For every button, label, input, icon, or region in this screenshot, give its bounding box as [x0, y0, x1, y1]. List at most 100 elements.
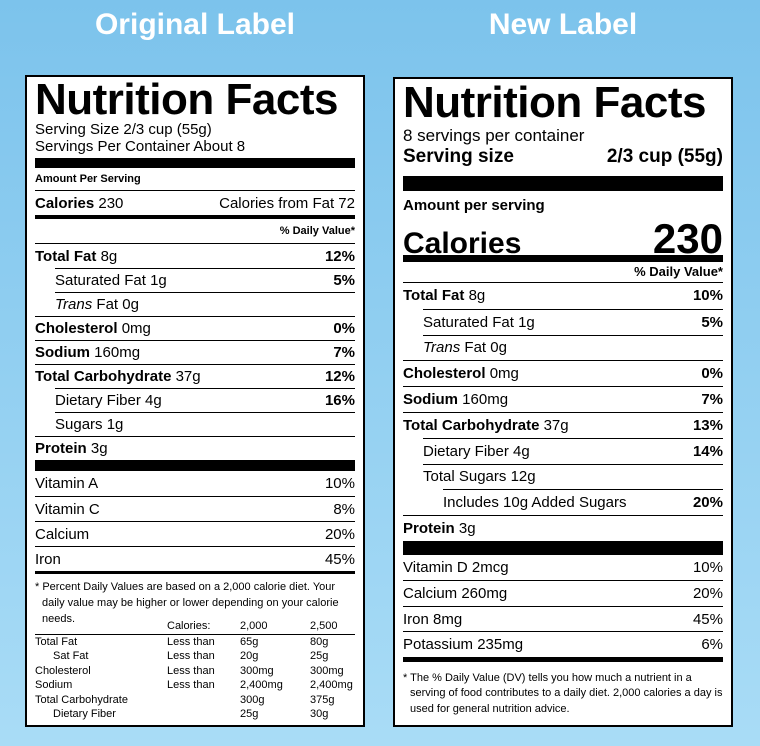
nutrient-name: Trans: [423, 339, 461, 357]
table-value: 300mg: [240, 664, 274, 677]
nutrient-name: Includes 10g Added Sugars: [443, 494, 627, 512]
nutrient-name: Saturated Fat: [55, 272, 146, 289]
rule: [35, 460, 355, 471]
footnote: * Percent Daily Values are based on a 2,…: [35, 581, 339, 625]
table-name: Total Carbohydrate: [35, 693, 128, 706]
table-limit: Less than: [167, 650, 215, 662]
nutrient: Total Fat 8g: [403, 287, 485, 304]
original-label: Nutrition Facts Serving Size 2/3 cup (55…: [25, 75, 365, 727]
nutrient-row: Sugars 1g: [55, 412, 355, 436]
table-value: 2,400mg: [240, 679, 283, 691]
nutrient-row: Protein 3g: [403, 515, 723, 541]
servings: 8 servings per container: [403, 126, 585, 145]
daily-value: 7%: [701, 391, 723, 409]
nutrient: Cholesterol 0mg: [35, 320, 151, 337]
table-header: 2,000: [240, 619, 310, 635]
nutrient: Trans Fat 0g: [423, 339, 507, 356]
daily-value: 20%: [692, 494, 723, 512]
nutrient-amount: 160mg: [462, 391, 509, 409]
daily-value: 10%: [692, 559, 723, 577]
nutrient-row: Sodium 160mg 7%: [35, 340, 355, 364]
daily-value: 10%: [692, 287, 723, 305]
nutrient-row: Total Carbohydrate 37g 13%: [403, 411, 723, 438]
vitamin-name: Iron: [35, 550, 61, 568]
daily-value: 45%: [324, 550, 355, 568]
dv-header: % Daily Value*: [35, 219, 355, 244]
nutrient-amount: 1g: [518, 313, 535, 331]
nutrient-row: Trans Fat 0g: [55, 292, 355, 316]
nutrient: Dietary Fiber 4g: [423, 443, 530, 460]
vitamin-row: Potassium 235mg 6%: [403, 631, 723, 657]
nutrient-name: Protein: [35, 440, 87, 457]
nutrient: Sugars 1g: [55, 416, 123, 433]
daily-value: 13%: [692, 416, 723, 434]
daily-value: 5%: [333, 272, 355, 289]
nutrient-row: Total Fat 8g 12%: [35, 244, 355, 268]
daily-value: 0%: [701, 365, 723, 383]
nutrient-row: Sodium 160mg 7%: [403, 386, 723, 412]
table-value: 25g: [310, 650, 329, 662]
daily-value: 16%: [324, 392, 355, 409]
table-value: 300g: [240, 693, 265, 706]
daily-value: 5%: [701, 313, 723, 331]
vitamin-row: Calcium 20%: [35, 521, 355, 546]
table-name: Cholesterol: [35, 664, 91, 677]
daily-value: 14%: [692, 442, 723, 460]
calories-row: Calories 230: [403, 215, 723, 262]
table-limit: Less than: [167, 635, 215, 648]
nutrient: Total Carbohydrate 37g: [403, 417, 569, 434]
nutrient-row: Protein 3g: [35, 436, 355, 460]
nutrient-row: Cholesterol 0mg 0%: [403, 360, 723, 386]
nutrient-name: Sodium: [403, 391, 458, 409]
nutrient-name: Saturated Fat: [423, 313, 514, 331]
footnote: * The % Daily Value (DV) tells you how m…: [403, 671, 723, 715]
table-name: Sodium: [35, 679, 73, 691]
new-label: Nutrition Facts 8 servings per container…: [393, 77, 733, 727]
nutrient: Trans Fat 0g: [55, 296, 139, 313]
rule: [403, 540, 723, 555]
nutrient: Sodium 160mg: [35, 344, 140, 361]
vitamin-name: Iron 8mg: [403, 610, 463, 628]
nutrient-amount: 12g: [510, 468, 536, 486]
nutrient: Protein 3g: [403, 520, 476, 537]
table-value: 2,400mg: [310, 679, 353, 691]
table-value: 65g: [240, 635, 259, 648]
daily-value: 7%: [333, 344, 355, 361]
nutrient-row: Total Carbohydrate 37g 12%: [35, 364, 355, 388]
table-value: 30g: [310, 708, 329, 720]
calories-from-fat: Calories from Fat 72: [219, 194, 355, 212]
vitamin-name: Calcium: [35, 525, 90, 543]
amount-per-serving: Amount Per Serving: [35, 168, 355, 191]
nutrient-amount: 8g: [100, 247, 118, 265]
nutrient: Total Sugars 12g: [423, 468, 536, 485]
servings: Servings Per Container About 8: [35, 138, 246, 155]
vitamin-name: Vitamin C: [35, 500, 100, 518]
nutrient-row: Dietary Fiber 4g 16%: [55, 388, 355, 412]
nutrient-row: Saturated Fat 1g 5%: [423, 308, 723, 335]
vitamin-name: Calcium 260mg: [403, 585, 508, 603]
nutrient: Includes 10g Added Sugars: [443, 494, 626, 511]
dv-table: Calories: 2,000 2,500 Total Fat Less than 65g…: [35, 619, 355, 722]
serving-size-row: Serving size 2/3 cup (55g): [403, 146, 723, 168]
nutrient-name: Total Fat: [403, 287, 465, 305]
daily-value: 12%: [324, 247, 355, 265]
table-value: 80g: [310, 635, 329, 648]
daily-value: 20%: [692, 585, 723, 603]
vitamin-row: Vitamin A 10%: [35, 471, 355, 496]
daily-value: 6%: [701, 636, 723, 654]
nutrient-row: Dietary Fiber 4g 14%: [423, 437, 723, 464]
calories-label: Calories: [35, 194, 95, 212]
calories-row: Calories 230 Calories from Fat 72: [35, 191, 355, 219]
heading: Nutrition Facts: [403, 78, 706, 127]
serving-size-label: Serving size: [403, 146, 514, 167]
nutrient-amount: 1g: [150, 272, 167, 289]
heading: Nutrition Facts: [35, 75, 338, 124]
rule: [35, 158, 355, 168]
vitamin-row: Iron 8mg 45%: [403, 605, 723, 632]
table-name: Total Fat: [35, 635, 78, 648]
nutrient-name: Total Fat: [35, 247, 97, 265]
nutrient-amount: 0mg: [489, 365, 519, 383]
nutrient-amount: 3g: [458, 520, 476, 538]
nutrient: Total Fat 8g: [35, 248, 117, 265]
vitamin-name: Potassium 235mg: [403, 636, 524, 654]
